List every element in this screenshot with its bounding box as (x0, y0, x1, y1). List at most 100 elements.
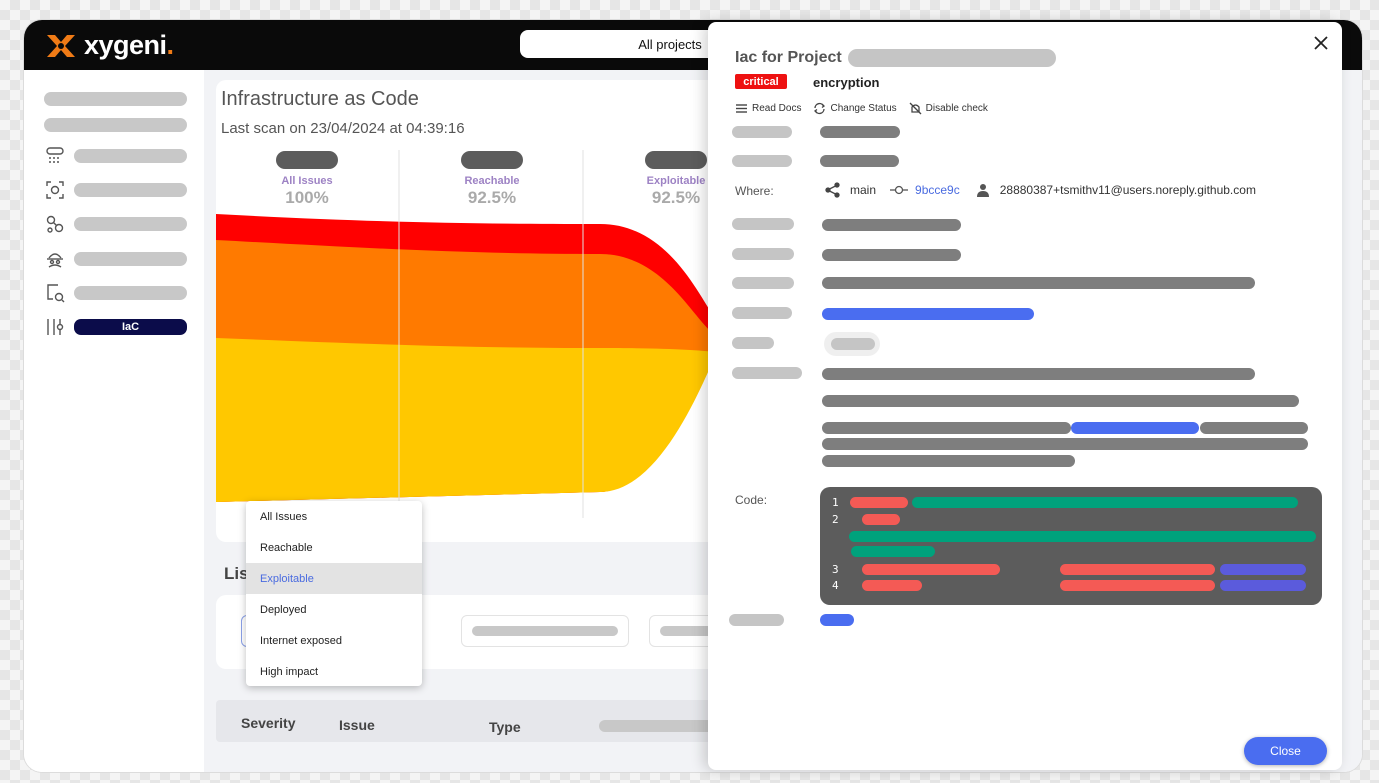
where-info: main 9bcce9c 28880387+tsmithv11@users.no… (824, 182, 1256, 198)
close-button[interactable]: Close (1244, 737, 1327, 765)
sidebar-item-dependencies[interactable] (44, 213, 187, 235)
line-number: 3 (832, 563, 839, 576)
modal-title-text: Iac for Project (735, 49, 842, 67)
xygeni-logo-icon (47, 34, 75, 57)
funnel-card: Infrastructure as Code Last scan on 23/0… (216, 80, 936, 542)
close-icon[interactable] (1312, 34, 1330, 52)
code-token (849, 531, 1316, 542)
read-docs-label: Read Docs (752, 103, 802, 114)
field-label-placeholder (729, 614, 784, 626)
logo-text: xygeni. (84, 30, 174, 60)
sidebar-item-scan[interactable] (44, 179, 187, 201)
read-docs-button[interactable]: Read Docs (735, 102, 801, 115)
stage-percent: 100% (285, 188, 328, 207)
sidebar-item-placeholder (44, 92, 187, 106)
code-token (862, 514, 900, 525)
column-type[interactable]: Type (489, 719, 521, 735)
field-value-placeholder (822, 219, 961, 231)
sidebar-item-placeholder (74, 286, 187, 300)
sidebar-item-iac[interactable]: IaC (44, 316, 187, 338)
stage-label: All Issues (281, 175, 332, 187)
field-value-placeholder (820, 155, 899, 167)
secrets-agent-icon (47, 253, 63, 268)
logo[interactable]: xygeni. (44, 30, 174, 61)
dropdown-option[interactable]: Internet exposed (260, 634, 342, 647)
list-title: Lis (224, 564, 249, 583)
field-link-placeholder[interactable] (820, 614, 854, 626)
column-placeholder (599, 720, 719, 732)
dropdown-option[interactable]: Reachable (260, 541, 313, 554)
code-token (850, 497, 908, 508)
field-link-placeholder[interactable] (822, 308, 1034, 320)
build-icon (47, 284, 65, 303)
field-label-placeholder (732, 248, 794, 260)
funnel-stage-dropdown: All Issues Reachable Exploitable Deploye… (246, 501, 422, 686)
field-value-placeholder (822, 249, 961, 261)
code-token (1220, 564, 1306, 575)
stage-percent: 92.5% (468, 188, 516, 207)
tag-chip (824, 332, 880, 356)
description-link-placeholder[interactable] (1071, 422, 1199, 434)
dropdown-option-selected[interactable]: Exploitable (246, 563, 422, 594)
sidebar-item-placeholder (74, 183, 187, 197)
field-label-placeholder (732, 155, 792, 167)
action-bar: Read Docs Change Status Disable check (735, 102, 988, 115)
dropdown-option[interactable]: High impact (260, 665, 319, 678)
check-name: encryption (813, 75, 880, 90)
dependencies-icon (46, 215, 64, 233)
where-label: Where: (735, 184, 774, 198)
sidebar-item-2[interactable] (44, 118, 187, 132)
code-token (851, 546, 935, 557)
column-issue[interactable]: Issue (339, 717, 375, 733)
stage-select-button[interactable] (461, 151, 523, 169)
user-icon (976, 184, 989, 197)
dropdown-option[interactable]: Deployed (260, 603, 307, 616)
code-snippet: 1 2 3 4 (820, 487, 1322, 605)
refresh-icon (814, 102, 826, 115)
field-label-placeholder (732, 337, 774, 349)
sidebar-item-placeholder (74, 252, 187, 266)
code-token (1060, 564, 1215, 575)
change-status-button[interactable]: Change Status (813, 102, 897, 115)
commit-icon (890, 185, 909, 195)
scan-icon (46, 181, 64, 199)
stage-label: Reachable (464, 175, 519, 187)
field-label-placeholder (732, 126, 792, 138)
field-label-placeholder (732, 367, 802, 379)
sidebar-item-secrets[interactable] (44, 248, 187, 270)
sidebar-item-1[interactable] (44, 92, 187, 106)
modal-title: Iac for Project (735, 49, 1057, 67)
code-token (1060, 580, 1215, 591)
sidebar-item-servers[interactable] (44, 145, 187, 167)
funnel-chart: All Issues100%Reachable92.5%Exploitable9… (216, 150, 716, 518)
code-token (862, 564, 1000, 575)
branch-name: main (850, 183, 877, 197)
code-token (862, 580, 922, 591)
filter-placeholder (472, 626, 618, 636)
filter-field[interactable] (461, 615, 629, 647)
field-value-placeholder (822, 277, 1255, 289)
stage-select-button[interactable] (645, 151, 707, 169)
stage-select-button[interactable] (276, 151, 338, 169)
commit-author: 28880387+tsmithv11@users.noreply.github.… (999, 183, 1256, 197)
field-label-placeholder (732, 307, 792, 319)
field-value-placeholder (820, 126, 900, 138)
field-value-placeholder (822, 368, 1255, 380)
docs-icon (736, 104, 747, 113)
series-area-yellow (216, 338, 716, 502)
commit-hash-link[interactable]: 9bcce9c (915, 183, 960, 197)
disable-icon (909, 102, 922, 115)
disable-check-button[interactable]: Disable check (909, 102, 988, 115)
description-placeholder (822, 438, 1308, 450)
issue-detail-modal: Iac for Project critical encryption Read… (708, 22, 1342, 770)
server-list-icon (46, 147, 64, 163)
page-title: Infrastructure as Code (221, 88, 419, 110)
sidebar-item-build[interactable] (44, 282, 187, 304)
project-name-placeholder (848, 49, 1057, 67)
code-label: Code: (735, 493, 768, 507)
filter-placeholder (660, 626, 738, 636)
dropdown-option[interactable]: All Issues (260, 510, 308, 523)
change-status-label: Change Status (830, 103, 897, 114)
column-severity[interactable]: Severity (241, 715, 296, 731)
severity-badge: critical (735, 74, 787, 89)
